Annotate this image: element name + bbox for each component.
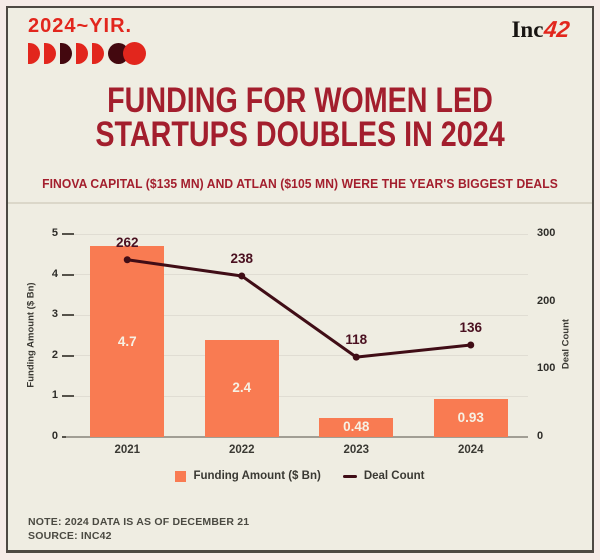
legend-label-deal-count: Deal Count (363, 470, 425, 482)
page-title-line2: STARTUPS DOUBLES IN 2024 (95, 115, 505, 154)
x-axis-label: 2023 (343, 444, 370, 456)
inc42-logo: Inc42 (511, 16, 571, 43)
left-axis-tick-label: 0 (51, 430, 58, 442)
page-title: FUNDING FOR WOMEN LED STARTUPS DOUBLES I… (54, 81, 546, 154)
half-red-icon (28, 42, 40, 64)
bar-swatch-icon (175, 470, 187, 482)
line-swatch-icon (342, 474, 357, 478)
gridline (70, 274, 528, 276)
left-axis-tick (62, 314, 74, 317)
left-axis-tick (62, 354, 74, 357)
left-axis-tick (62, 395, 74, 398)
legend: Funding Amount ($ Bn) Deal Count (0, 470, 600, 482)
gridline (70, 395, 528, 397)
line-marker (238, 272, 246, 280)
funding-bar-2021 (90, 246, 165, 437)
subtitle: FINOVA CAPITAL ($135 MN) AND ATLAN ($105… (42, 176, 558, 191)
gridline (70, 355, 528, 357)
right-axis-tick-label: 0 (537, 430, 544, 442)
deal-count-label: 136 (459, 319, 483, 335)
half-red-icon (44, 42, 56, 64)
legend-item-funding: Funding Amount ($ Bn) (175, 470, 321, 482)
bar-value-label: 0.48 (343, 419, 370, 435)
divider (8, 202, 592, 204)
half-red-icon (92, 42, 104, 64)
footer: NOTE: 2024 DATA IS AS OF DECEMBER 21 SOU… (28, 515, 249, 543)
left-axis-tick-label: 4 (51, 267, 58, 280)
left-axis-tick-label: 5 (51, 227, 58, 239)
bar-value-label: 4.7 (117, 333, 137, 349)
funding-bar-2022 (204, 339, 279, 437)
deal-count-line (127, 258, 471, 359)
deal-count-label: 238 (230, 250, 254, 266)
left-axis-tick (62, 273, 74, 276)
line-marker (123, 256, 131, 264)
footer-note: NOTE: 2024 DATA IS AS OF DECEMBER 21 (28, 516, 250, 528)
right-axis-tick-label: 100 (537, 362, 556, 375)
left-axis-tick (62, 233, 74, 235)
x-axis-line (66, 436, 528, 438)
page-title-line1: FUNDING FOR WOMEN LED (107, 81, 493, 120)
footer-source: SOURCE: INC42 (28, 530, 112, 542)
right-axis-tick-label: 200 (537, 294, 556, 307)
right-axis-tick-label: 300 (537, 227, 556, 239)
funding-bar-2024 (433, 399, 508, 437)
left-axis-tick-label: 3 (51, 308, 58, 321)
left-axis-tick-label: 1 (51, 389, 58, 402)
half-maroon-icon (60, 42, 72, 64)
deal-count-label: 118 (345, 332, 368, 348)
half-red-icon (76, 42, 88, 64)
moon-phase-icons (28, 41, 146, 65)
yir-logo-text: 2024~YIR. (28, 15, 133, 37)
left-axis-tick-label: 2 (51, 348, 58, 361)
bar-value-label: 2.4 (232, 380, 252, 396)
legend-item-deal-count: Deal Count (342, 470, 425, 482)
bar-value-label: 0.93 (457, 410, 484, 426)
gridline (70, 233, 528, 235)
circle-red-icon (123, 41, 146, 65)
line-marker (352, 353, 360, 361)
x-axis-label: 2022 (228, 444, 255, 456)
funding-bar-2023 (319, 417, 394, 437)
line-marker (467, 341, 475, 349)
x-axis-label: 2024 (457, 444, 484, 456)
x-axis-label: 2021 (114, 444, 141, 456)
legend-label-funding: Funding Amount ($ Bn) (193, 470, 321, 482)
deal-count-label: 262 (115, 234, 139, 250)
inc42-logo-prefix: Inc (511, 17, 544, 42)
